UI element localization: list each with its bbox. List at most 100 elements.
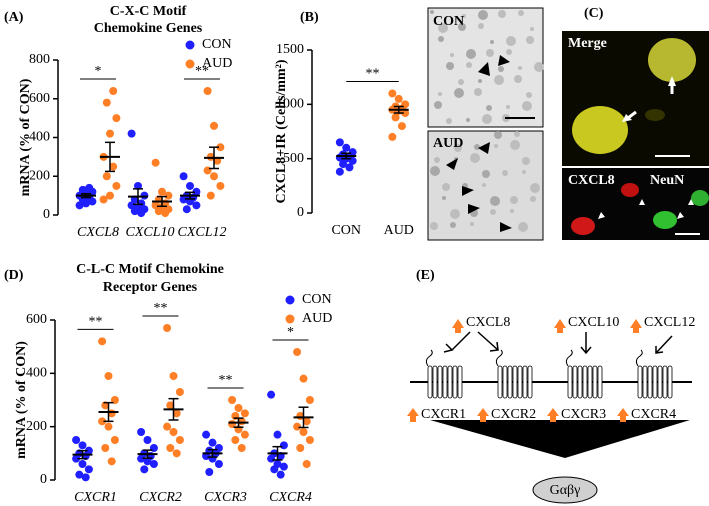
helix bbox=[437, 365, 443, 399]
image-label: Merge bbox=[568, 36, 607, 51]
data-point bbox=[85, 183, 94, 192]
helix bbox=[522, 365, 528, 399]
texture-spot bbox=[490, 40, 494, 44]
texture-spot bbox=[462, 14, 466, 18]
data-point bbox=[110, 436, 119, 444]
data-point bbox=[203, 166, 212, 175]
texture-spot bbox=[486, 49, 494, 57]
data-point bbox=[137, 454, 146, 463]
data-point bbox=[273, 430, 282, 439]
chart-title: Chemokine Genes bbox=[94, 21, 203, 36]
data-point bbox=[279, 441, 288, 450]
data-point bbox=[112, 114, 121, 123]
panel-label: (D) bbox=[4, 268, 24, 283]
x-tick-label: CON bbox=[331, 223, 361, 238]
data-point bbox=[216, 181, 225, 190]
data-point bbox=[305, 396, 314, 404]
texture-spot bbox=[506, 49, 512, 55]
data-point bbox=[240, 430, 249, 439]
data-point bbox=[101, 444, 110, 452]
texture bbox=[430, 10, 544, 232]
texture-spot bbox=[434, 157, 440, 163]
data-point bbox=[186, 181, 194, 190]
texture-spot bbox=[446, 118, 452, 124]
data-point bbox=[102, 172, 111, 181]
texture-spot bbox=[482, 183, 486, 187]
data-point bbox=[394, 94, 403, 103]
texture-spot bbox=[438, 23, 448, 33]
texture-spot bbox=[470, 153, 480, 163]
panel-label: (A) bbox=[4, 10, 24, 25]
y-tick-label: 0 bbox=[40, 472, 47, 487]
significance-label: * bbox=[287, 325, 294, 340]
texture-spot bbox=[522, 157, 530, 165]
helix bbox=[432, 365, 438, 399]
cell bbox=[645, 109, 665, 121]
arrow bbox=[580, 332, 592, 355]
data-point bbox=[279, 462, 288, 471]
arrowhead bbox=[478, 142, 490, 154]
helix bbox=[507, 365, 513, 399]
image-label: NeuN bbox=[650, 173, 684, 188]
arrow bbox=[598, 212, 605, 219]
y-tick-label: 0 bbox=[43, 207, 50, 222]
panel-label: (B) bbox=[300, 10, 319, 25]
helix bbox=[587, 365, 593, 399]
data-point bbox=[163, 422, 172, 431]
data-point bbox=[130, 207, 139, 216]
y-tick-label: 200 bbox=[29, 168, 50, 183]
data-point bbox=[391, 113, 400, 122]
data-point bbox=[342, 143, 351, 152]
x-tick-label: AUD bbox=[384, 223, 414, 238]
cell bbox=[621, 183, 639, 197]
texture-spot bbox=[458, 79, 464, 85]
data-point bbox=[75, 470, 84, 479]
texture-spot bbox=[466, 49, 476, 59]
data-point bbox=[175, 388, 184, 396]
significance-label: ** bbox=[219, 373, 233, 388]
texture-spot bbox=[450, 222, 456, 228]
data-point bbox=[172, 449, 181, 458]
x-tick-label: CXCL10 bbox=[125, 225, 174, 240]
data-point bbox=[231, 436, 240, 444]
texture-spot bbox=[438, 92, 442, 96]
texture-spot bbox=[518, 10, 524, 16]
texture-spot bbox=[518, 66, 522, 70]
receptor-tail bbox=[495, 349, 503, 367]
significance-label: ** bbox=[366, 67, 380, 82]
texture-spot bbox=[510, 209, 514, 213]
texture-spot bbox=[466, 118, 470, 122]
cell bbox=[571, 217, 595, 235]
ligand-label: CXCL12 bbox=[644, 315, 695, 330]
data-point bbox=[143, 457, 152, 466]
data-point bbox=[299, 428, 308, 436]
panel-label: (C) bbox=[584, 6, 604, 21]
helix bbox=[637, 365, 643, 399]
arrow bbox=[477, 331, 499, 352]
helix bbox=[662, 365, 668, 399]
texture-spot bbox=[498, 10, 506, 18]
texture-spot bbox=[526, 36, 534, 44]
data-point bbox=[164, 191, 173, 200]
receptor-label: CXCR4 bbox=[631, 407, 676, 422]
x-tick-label: CXCL12 bbox=[177, 225, 226, 240]
g-protein bbox=[532, 476, 598, 504]
texture-spot bbox=[522, 170, 526, 174]
texture-spot bbox=[450, 53, 454, 57]
helix bbox=[497, 365, 503, 399]
helix bbox=[667, 365, 673, 399]
texture-spot bbox=[506, 36, 516, 46]
texture-spot bbox=[530, 196, 536, 202]
texture-spot bbox=[458, 23, 466, 31]
texture-spot bbox=[482, 170, 490, 178]
x-tick-label: CXCR1 bbox=[74, 490, 117, 505]
data-point bbox=[98, 337, 107, 346]
signal-wedge bbox=[430, 420, 690, 458]
helix bbox=[442, 365, 448, 399]
data-point bbox=[270, 465, 279, 474]
y-tick-label: 200 bbox=[26, 419, 47, 434]
texture-spot bbox=[486, 105, 492, 111]
texture-spot bbox=[454, 144, 462, 152]
data-point bbox=[208, 438, 217, 447]
arrowhead bbox=[500, 222, 512, 232]
